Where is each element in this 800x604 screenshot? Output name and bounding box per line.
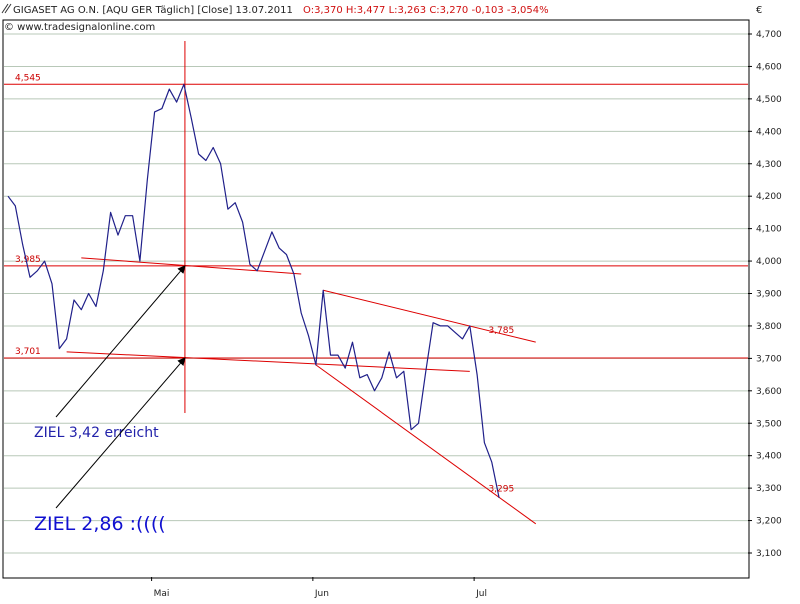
y-tick-label: 3,600 <box>756 387 782 397</box>
price-line <box>7 83 500 499</box>
plot-frame <box>2 19 750 579</box>
y-tick-label: 3,700 <box>756 354 782 364</box>
x-tick-label: Jun <box>314 589 329 599</box>
trendline <box>315 364 537 525</box>
y-tick-label: 3,900 <box>756 290 782 300</box>
level-label: 3,701 <box>15 347 41 357</box>
level-layer: 4,545 3,985 3,701 <box>4 41 748 413</box>
ohlc-readout: O:3,370 H:3,477 L:3,263 C:3,270 -0,103 -… <box>303 5 549 16</box>
target-note-big: ZIEL 2,86 :(((( <box>34 513 166 535</box>
note-arrow <box>55 357 186 509</box>
chart-title: GIGASET AG O.N. [AQU GER Täglich] [Close… <box>13 5 293 16</box>
x-tick-label: Mai <box>154 589 170 599</box>
value-annotation: 3,295 <box>488 485 514 495</box>
y-tick-label: 4,300 <box>756 160 782 170</box>
logo-icon <box>1 3 12 14</box>
y-tick-label: 4,400 <box>756 127 782 137</box>
grid-layer <box>4 33 748 554</box>
note-arrow <box>55 265 186 418</box>
y-tick-label: 3,300 <box>756 484 782 494</box>
y-tick-label: 4,500 <box>756 95 782 105</box>
level-label: 4,545 <box>15 73 41 83</box>
y-tick-label: 3,100 <box>756 549 782 559</box>
axis-layer: 3,100 3,200 3,300 3,400 3,500 3,600 3,700 3,800… <box>151 30 782 599</box>
y-tick-label: 4,000 <box>756 257 782 267</box>
y-tick-label: 3,500 <box>756 419 782 429</box>
level-label: 3,985 <box>15 255 41 265</box>
trendline <box>81 257 302 275</box>
y-tick-label: 4,700 <box>756 30 782 40</box>
y-tick-label: 3,800 <box>756 322 782 332</box>
x-tick-label: Jul <box>475 589 487 599</box>
target-note-small: ZIEL 3,42 erreicht <box>34 425 159 441</box>
currency-symbol: € <box>756 5 762 16</box>
y-tick-label: 4,600 <box>756 62 782 72</box>
value-annotation: 3,785 <box>488 326 514 336</box>
annotation-layer: 3,785 3,295 ZIEL 3,42 erreicht ZIEL 2,86 :(… <box>34 265 514 535</box>
y-tick-label: 3,400 <box>756 452 782 462</box>
trendline <box>323 289 536 343</box>
y-tick-label: 4,100 <box>756 225 782 235</box>
trendline <box>66 351 470 372</box>
series-layer <box>7 83 500 499</box>
y-tick-label: 3,200 <box>756 517 782 527</box>
copyright-text: © www.tradesignalonline.com <box>4 22 155 33</box>
y-tick-label: 4,200 <box>756 192 782 202</box>
